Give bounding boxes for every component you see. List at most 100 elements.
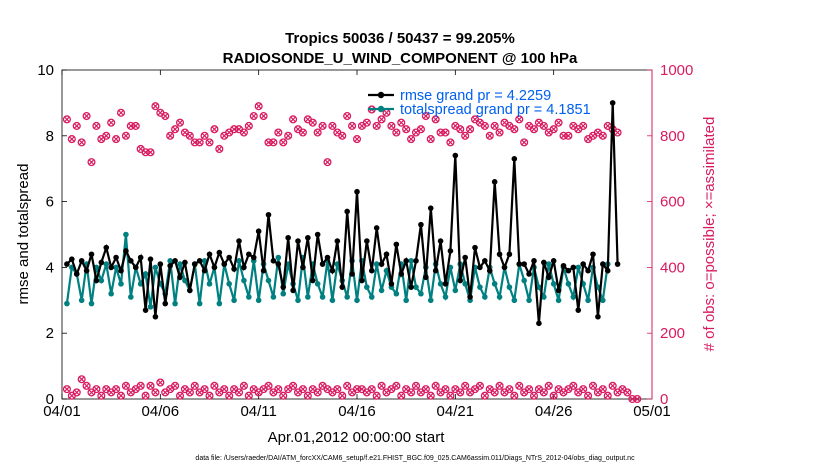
obs-assimilated-x-marker <box>570 382 577 389</box>
obs-possible-x-marker <box>167 132 174 139</box>
obs-assimilated-x-marker <box>634 395 641 403</box>
totalspread-point <box>462 281 468 287</box>
obs-assimilated-marker <box>289 381 298 390</box>
totalspread-point <box>152 264 159 271</box>
obs-possible-marker <box>121 131 130 140</box>
obs-possible-marker <box>510 125 519 134</box>
x-tick-label: 04/26 <box>535 403 573 420</box>
obs-assimilated-x-marker <box>211 382 218 389</box>
obs-possible-marker <box>116 108 126 117</box>
rmse-point <box>88 251 95 258</box>
obs-assimilated-x-marker <box>191 382 198 389</box>
obs-assimilated-marker <box>303 391 312 400</box>
obs-assimilated-x-marker <box>83 382 90 389</box>
rmse-point <box>152 313 159 320</box>
obs-possible-x-marker <box>339 132 346 139</box>
totalspread-point <box>177 261 183 267</box>
obs-possible-marker <box>377 115 386 124</box>
rmse-point <box>442 281 449 287</box>
y-right-tick-label: 800 <box>660 128 685 145</box>
obs-assimilated-marker <box>333 385 342 394</box>
obs-assimilated-x-marker <box>422 386 429 393</box>
y-right-tick-label: 0 <box>660 391 668 408</box>
obs-possible-x-marker <box>427 136 434 143</box>
rmse-point <box>196 258 203 264</box>
obs-assimilated-marker <box>244 391 253 400</box>
obs-possible-x-marker <box>113 136 120 143</box>
rmse-point <box>491 179 498 185</box>
obs-possible-x-marker <box>186 132 193 139</box>
y-right-tick-label: 200 <box>660 325 685 342</box>
obs-possible-x-marker <box>344 113 351 120</box>
rmse-point <box>541 259 547 266</box>
legend-spread-label: totalspread grand pr = 4.1851 <box>400 102 591 118</box>
obs-possible-x-marker <box>349 122 356 129</box>
obs-possible-marker <box>161 112 170 121</box>
totalspread-point <box>98 277 105 284</box>
obs-assimilated-x-marker <box>137 382 144 389</box>
y-left-tick-label: 0 <box>46 391 54 408</box>
obs-possible-marker <box>480 121 489 130</box>
totalspread-point <box>413 284 419 290</box>
rmse-point <box>147 256 154 262</box>
obs-possible-marker <box>230 125 239 134</box>
totalspread-point <box>78 297 85 304</box>
obs-assimilated-marker <box>544 381 553 390</box>
totalspread-point <box>305 294 311 300</box>
obs-assimilated-marker <box>633 394 642 404</box>
obs-assimilated-marker <box>264 381 273 390</box>
obs-assimilated-x-marker <box>235 389 243 396</box>
obs-possible-marker <box>407 135 416 144</box>
obs-possible-marker <box>397 118 406 127</box>
obs-assimilated-x-marker <box>206 392 213 399</box>
obs-assimilated-marker <box>411 381 421 390</box>
obs-assimilated-marker <box>456 388 465 397</box>
obs-possible-marker <box>549 125 558 134</box>
obs-possible-x-marker <box>324 159 331 166</box>
obs-assimilated-marker <box>175 391 185 400</box>
rmse-point <box>364 238 370 244</box>
obs-assimilated-x-marker <box>78 376 85 383</box>
obs-assimilated-x-marker <box>265 382 272 389</box>
totalspread-point <box>265 277 272 284</box>
obs-possible-marker <box>466 125 475 134</box>
obs-assimilated-marker <box>171 381 180 390</box>
obs-assimilated-marker <box>112 385 121 394</box>
obs-possible-x-marker <box>599 132 606 139</box>
obs-assimilated-marker <box>475 381 484 390</box>
rmse-point <box>344 208 350 215</box>
obs-possible-x-marker <box>93 122 100 129</box>
rmse-point <box>187 287 193 294</box>
obs-assimilated-x-marker <box>344 382 351 389</box>
obs-possible-x-marker <box>565 132 572 139</box>
rmse-point <box>206 251 213 258</box>
obs-possible-marker <box>175 118 185 127</box>
obs-assimilated-x-marker <box>245 392 252 399</box>
rmse-point <box>236 238 242 244</box>
obs-assimilated-x-marker <box>373 392 380 399</box>
obs-possible-x-marker <box>275 129 282 136</box>
rmse-point <box>368 267 375 274</box>
totalspread-point <box>393 290 400 297</box>
rmse-point <box>467 294 473 300</box>
obs-assimilated-marker <box>529 391 539 400</box>
obs-possible-x-marker <box>530 126 538 133</box>
y-right-tick-label: 400 <box>660 259 685 276</box>
obs-possible-x-marker <box>373 122 380 129</box>
y-left-tick-label: 10 <box>37 62 54 79</box>
obs-possible-marker <box>107 118 116 127</box>
obs-assimilated-marker <box>121 381 130 390</box>
rmse-point <box>511 156 518 162</box>
rmse-point <box>182 259 188 266</box>
obs-assimilated-x-marker <box>73 389 80 396</box>
obs-possible-marker <box>387 121 396 130</box>
obs-possible-marker <box>416 125 425 134</box>
obs-assimilated-x-marker <box>506 386 513 393</box>
obs-possible-x-marker <box>398 119 405 126</box>
totalspread-point <box>368 294 375 300</box>
obs-possible-marker <box>446 138 455 147</box>
obs-assimilated-x-marker <box>481 392 488 399</box>
obs-assimilated-x-marker <box>545 382 552 389</box>
plot-area: 04/01 04/06 04/11 04/16 04/21 04/26 05/0102468… <box>37 62 693 420</box>
obs-assimilated-x-marker <box>427 392 434 399</box>
